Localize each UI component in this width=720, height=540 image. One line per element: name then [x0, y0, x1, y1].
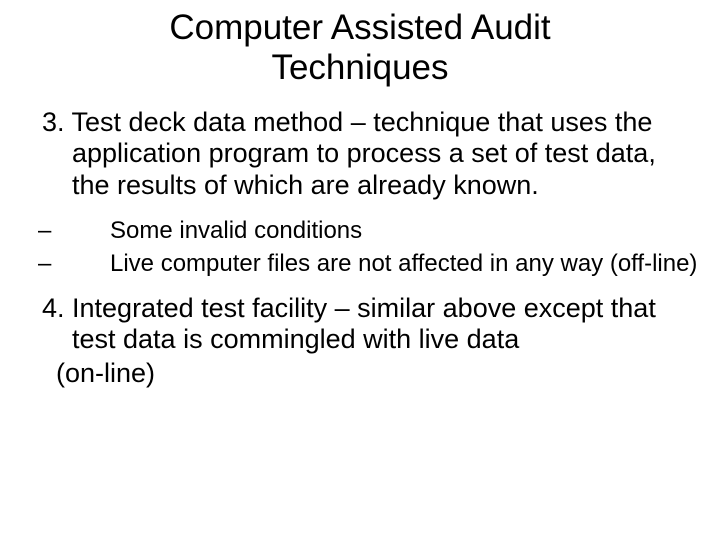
dash-icon: – [78, 216, 110, 245]
title-line-1: Computer Assisted Audit [169, 8, 550, 47]
item-4-tail: (on-line) [20, 358, 700, 389]
subitem-3-2-text: Live computer files are not affected in … [110, 250, 697, 277]
item-3-text: 3. Test deck data method – technique tha… [20, 107, 700, 203]
dash-icon: – [78, 249, 110, 278]
slide: Computer Assisted Audit Techniques 3. Te… [0, 0, 720, 540]
title-line-2: Techniques [271, 48, 448, 87]
item-4-text: 4. Integrated test facility – similar ab… [20, 293, 700, 357]
subitem-3-1-text: Some invalid conditions [110, 217, 362, 244]
subitem-3-1: –Some invalid conditions [20, 216, 700, 245]
list-item-4: 4. Integrated test facility – similar ab… [20, 293, 700, 357]
subitem-3-2: –Live computer files are not affected in… [20, 249, 700, 278]
list-item-3: 3. Test deck data method – technique tha… [20, 107, 700, 203]
slide-title: Computer Assisted Audit Techniques [20, 8, 700, 89]
